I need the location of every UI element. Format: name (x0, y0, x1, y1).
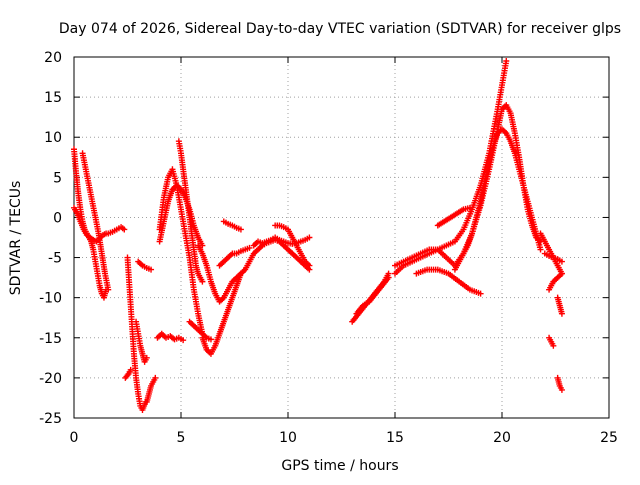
series-arc-v (353, 274, 392, 317)
data-point (105, 286, 112, 293)
series-arc-z (413, 266, 484, 297)
x-tick-label: 15 (386, 430, 404, 446)
grid-layer (74, 57, 609, 418)
data-point (207, 336, 214, 343)
data-point (127, 366, 134, 373)
series-arc-f (133, 318, 150, 365)
y-tick-label: 0 (53, 210, 62, 226)
x-tick-label: 20 (493, 430, 511, 446)
series-arc-m (175, 138, 206, 285)
series-arc-y (451, 126, 544, 273)
series-arc-ad (554, 294, 565, 317)
data-point (477, 290, 484, 297)
plot-frame (73, 56, 610, 419)
y-tick-label: -5 (48, 251, 62, 267)
x-tick-label: 0 (70, 430, 79, 446)
series-arc-i (135, 258, 155, 273)
series-arc-r (220, 218, 244, 233)
series-arc-h (143, 374, 159, 405)
data-point (558, 310, 565, 317)
data-point (385, 274, 392, 281)
y-tick-label: -15 (39, 331, 62, 347)
series-arc-q (216, 244, 253, 269)
series-arc-aa (434, 204, 473, 229)
data-point (143, 354, 150, 361)
plot-border (73, 56, 610, 419)
y-tick-label: 5 (53, 170, 62, 186)
series-arc-s (250, 234, 313, 249)
series-arc-ae (546, 334, 557, 349)
data-point (466, 204, 473, 211)
series-arc-af (554, 374, 565, 393)
y-tick-label: -20 (39, 371, 62, 387)
data-point (152, 374, 159, 381)
data-point (550, 342, 557, 349)
data-point (180, 337, 187, 344)
x-tick-label: 25 (600, 430, 618, 446)
series-arc-p (195, 236, 313, 305)
data-point (558, 258, 565, 265)
data-point (148, 266, 155, 273)
data-point (199, 278, 206, 285)
data-point (537, 246, 544, 253)
data-point (237, 226, 244, 233)
data-layer (71, 58, 565, 413)
series-arc-d (105, 224, 128, 237)
x-tick-label: 10 (279, 430, 297, 446)
y-axis-label: SDTVAR / TECUs (8, 181, 24, 296)
y-tick-label: 20 (44, 50, 62, 66)
y-tick-label: -25 (39, 411, 62, 427)
x-axis-label: GPS time / hours (281, 458, 398, 474)
data-point (558, 270, 565, 277)
series-arc-b (71, 204, 110, 245)
y-tick-label: 10 (44, 130, 62, 146)
data-point (306, 262, 313, 269)
data-point (121, 226, 128, 233)
data-point (558, 386, 565, 393)
series-arc-c (79, 150, 112, 293)
series-arc-j (156, 166, 206, 337)
y-tick-label: 15 (44, 90, 62, 106)
data-point (306, 234, 313, 241)
series-arc-ag (541, 250, 565, 265)
series-arc-k (154, 330, 187, 344)
data-point (246, 244, 253, 251)
chart-title: Day 074 of 2026, Sidereal Day-to-day VTE… (59, 21, 621, 37)
series-arc-o (199, 270, 244, 357)
x-tick-label: 5 (177, 430, 186, 446)
series-arc-ac (546, 270, 565, 293)
series-arc-t (272, 222, 313, 269)
series-arc-e (124, 254, 149, 413)
y-tick-label: -10 (39, 291, 62, 307)
tick-layer: 0 5 10 15 20 25 -25 -20 -15 -10 -5 0 5 10 15 20 (39, 50, 618, 446)
series-arc-ab (537, 230, 565, 277)
series-arc-g (122, 366, 134, 381)
data-point (503, 58, 510, 65)
